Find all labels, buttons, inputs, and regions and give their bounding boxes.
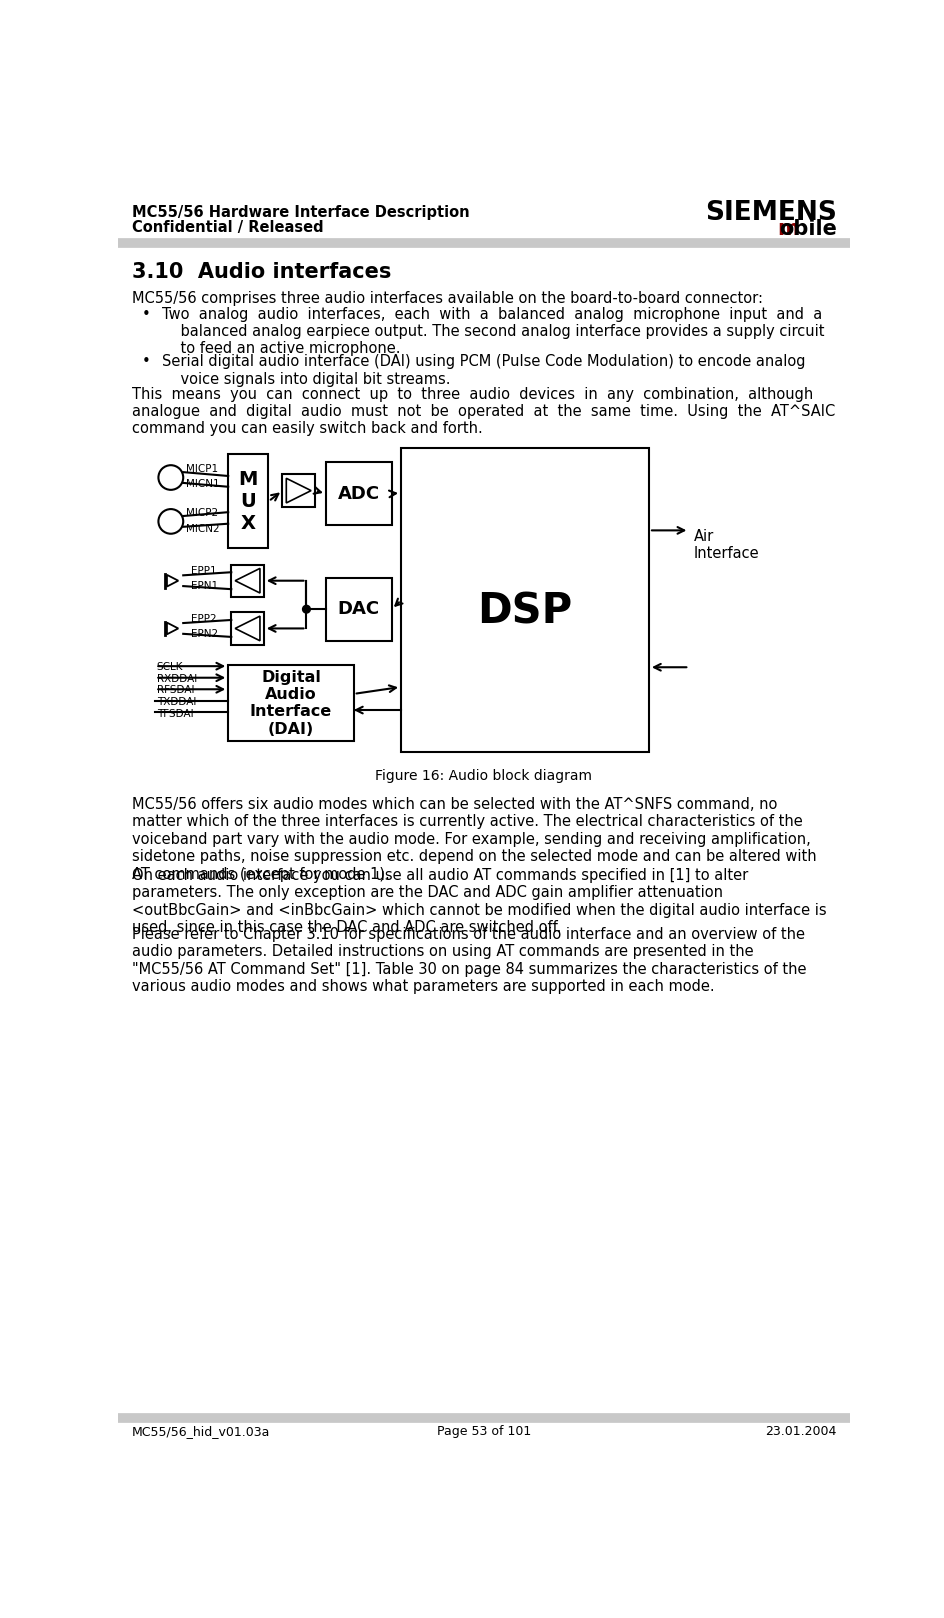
Text: DAC: DAC [337,600,379,618]
Polygon shape [235,568,260,594]
Text: obile: obile [778,218,835,239]
Text: MC55/56_hid_v01.03a: MC55/56_hid_v01.03a [132,1424,270,1438]
Bar [231,612,263,644]
Polygon shape [235,616,260,641]
Polygon shape [167,574,178,587]
Bar [326,578,391,641]
Polygon shape [286,479,311,503]
Bar [400,448,649,752]
Circle shape [302,605,310,613]
Text: EPN1: EPN1 [191,581,218,592]
Text: Confidential / Released: Confidential / Released [132,220,324,235]
Text: 23.01.2004: 23.01.2004 [765,1424,835,1438]
Text: Two  analog  audio  interfaces,  each  with  a  balanced  analog  microphone  in: Two analog audio interfaces, each with a… [161,306,823,356]
Text: M
U
X: M U X [239,469,258,532]
Text: MICN1: MICN1 [186,479,220,489]
Text: EPP2: EPP2 [191,613,216,625]
Text: Figure 16: Audio block diagram: Figure 16: Audio block diagram [375,769,592,783]
Text: ADC: ADC [337,485,379,503]
Circle shape [159,466,183,490]
Text: MICP1: MICP1 [186,464,218,474]
Text: m: m [776,218,798,239]
Text: •: • [142,354,150,369]
Text: MC55/56 Hardware Interface Description: MC55/56 Hardware Interface Description [132,205,469,220]
Text: •: • [142,306,150,322]
Text: EPN2: EPN2 [191,629,218,639]
Text: MC55/56 offers six audio modes which can be selected with the AT^SNFS command, n: MC55/56 offers six audio modes which can… [132,798,816,882]
Text: TFSDAI: TFSDAI [157,709,194,718]
Text: Air
Interface: Air Interface [693,529,759,561]
Text: TXDDAI: TXDDAI [157,697,196,707]
Text: Digital
Audio
Interface
(DAI): Digital Audio Interface (DAI) [249,670,331,736]
Circle shape [159,510,183,534]
Bar [326,463,391,526]
Text: RXDDAI: RXDDAI [157,673,197,684]
Text: SCLK: SCLK [157,662,183,673]
Bar [231,565,263,597]
Text: 3.10  Audio interfaces: 3.10 Audio interfaces [132,262,391,282]
Text: MC55/56 comprises three audio interfaces available on the board-to-board connect: MC55/56 comprises three audio interfaces… [132,291,762,306]
Text: RFSDAI: RFSDAI [157,686,194,696]
Text: Serial digital audio interface (DAI) using PCM (Pulse Code Modulation) to encode: Serial digital audio interface (DAI) usi… [161,354,804,387]
Text: Page 53 of 101: Page 53 of 101 [436,1424,531,1438]
Bar [228,455,268,549]
Text: SIEMENS: SIEMENS [704,201,835,227]
Text: MICP2: MICP2 [186,508,218,518]
Bar [282,474,314,506]
Text: EPP1: EPP1 [191,566,216,576]
Text: DSP: DSP [477,591,572,633]
Bar [228,665,353,741]
Text: This  means  you  can  connect  up  to  three  audio  devices  in  any  combinat: This means you can connect up to three a… [132,387,834,437]
Text: Please refer to Chapter 3.10 for specifications of the audio interface and an ov: Please refer to Chapter 3.10 for specifi… [132,927,806,993]
Text: MICN2: MICN2 [186,524,220,534]
Text: On each audio interface you can use all audio AT commands specified in [1] to al: On each audio interface you can use all … [132,867,826,935]
Polygon shape [167,623,178,634]
